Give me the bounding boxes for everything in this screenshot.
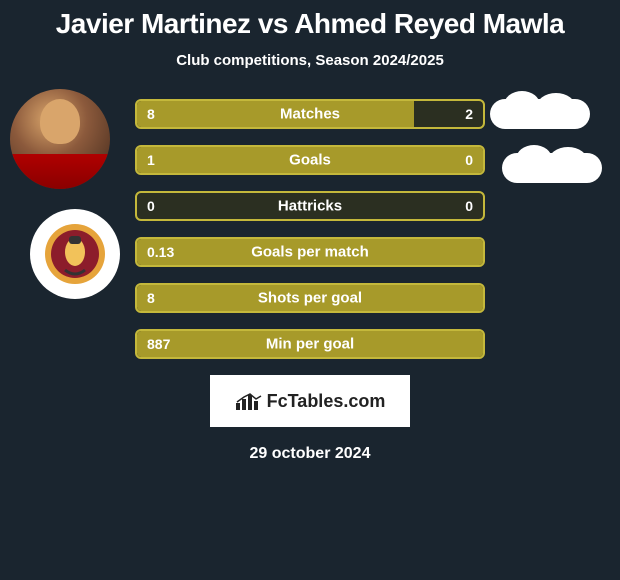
stat-right-value: 0 xyxy=(465,198,473,214)
stat-label: Hattricks xyxy=(278,198,342,215)
stat-label: Goals xyxy=(289,152,331,169)
stat-right-value: 2 xyxy=(465,106,473,122)
brand-label: FcTables.com xyxy=(235,391,386,412)
stat-left-value: 8 xyxy=(147,290,155,306)
stat-label: Goals per match xyxy=(251,244,369,261)
stat-right-value: 0 xyxy=(465,152,473,168)
stat-left-value: 0 xyxy=(147,198,155,214)
stat-left-value: 0.13 xyxy=(147,244,174,260)
brand-text: FcTables.com xyxy=(267,391,386,412)
stat-label: Shots per goal xyxy=(258,290,362,307)
stat-row: 1 Goals 0 xyxy=(135,145,485,175)
stat-left-value: 8 xyxy=(147,106,155,122)
stat-left-value: 887 xyxy=(147,336,170,352)
stat-row: 0.13 Goals per match xyxy=(135,237,485,267)
brand-chart-icon xyxy=(235,391,263,411)
stat-left-value: 1 xyxy=(147,152,155,168)
stat-row: 887 Min per goal xyxy=(135,329,485,359)
stat-fill xyxy=(137,101,414,127)
brand-box: FcTables.com xyxy=(210,375,410,427)
stat-row: 8 Matches 2 xyxy=(135,99,485,129)
comparison-content: 8 Matches 2 1 Goals 0 0 Hattricks 0 0.13 Goals per… xyxy=(0,99,620,463)
subtitle: Club competitions, Season 2024/2025 xyxy=(0,52,620,69)
stat-row: 0 Hattricks 0 xyxy=(135,191,485,221)
club-logo-icon xyxy=(43,222,107,286)
avatars-column xyxy=(10,89,120,299)
stat-row: 8 Shots per goal xyxy=(135,283,485,313)
page-title: Javier Martinez vs Ahmed Reyed Mawla xyxy=(0,0,620,40)
cloud-decoration-1 xyxy=(490,99,590,129)
player-avatar xyxy=(10,89,110,189)
stat-label: Matches xyxy=(280,106,340,123)
stats-list: 8 Matches 2 1 Goals 0 0 Hattricks 0 0.13 Goals per… xyxy=(135,99,485,359)
date-label: 29 october 2024 xyxy=(0,445,620,463)
cloud-decoration-2 xyxy=(502,153,602,183)
stat-label: Min per goal xyxy=(266,336,354,353)
club-logo-wrap xyxy=(30,209,120,299)
